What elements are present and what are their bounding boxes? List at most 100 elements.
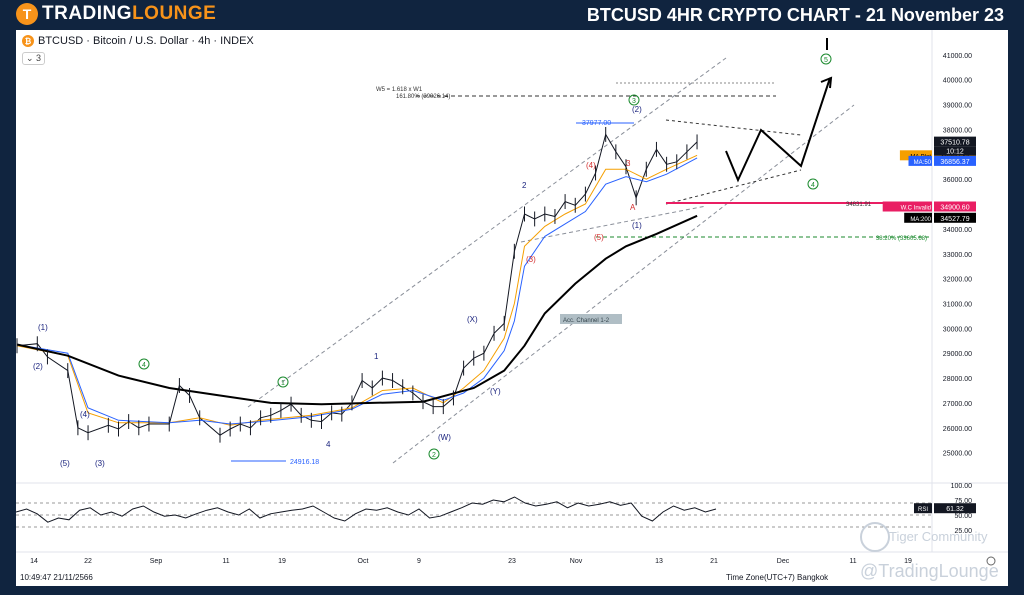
x-tick-label: 19 bbox=[904, 558, 912, 565]
y-tick-label: 32000.00 bbox=[943, 277, 972, 284]
collapse-count: 3 bbox=[36, 53, 42, 63]
ma-plot-tag-label-box bbox=[899, 150, 932, 161]
wave-label: 3 bbox=[626, 159, 631, 168]
chart-area[interactable]: 25000.00 26000.00 27000.00 28000.00 29000.00… bbox=[16, 30, 1008, 586]
tradinglounge-watermark: @TradingLounge bbox=[860, 561, 999, 581]
rsi-tick-label: 100.00 bbox=[951, 483, 973, 490]
wave-label: (4) bbox=[586, 161, 596, 170]
ma50-tag-value: 36856.37 bbox=[940, 159, 969, 166]
invalid-tag-value: 34900.60 bbox=[940, 205, 969, 212]
indicator-collapse-button[interactable]: ⌄ 3 bbox=[22, 52, 46, 65]
wave-label: (X) bbox=[467, 315, 478, 324]
price-chart[interactable]: 25000.00 26000.00 27000.00 28000.00 29000.00… bbox=[16, 30, 1008, 586]
high-marker-label: 37977.00 bbox=[582, 120, 611, 127]
wave-label: (5) bbox=[60, 459, 70, 468]
wave-circle-label: 5 bbox=[824, 57, 828, 64]
rsi-name: RSI bbox=[918, 507, 928, 513]
wave-label: (3) bbox=[95, 459, 105, 468]
y-tick-label: 25000.00 bbox=[943, 451, 972, 458]
triangle-lower-line bbox=[665, 169, 802, 205]
y-tick-label: 41000.00 bbox=[943, 53, 972, 60]
rsi-value-tag bbox=[934, 503, 976, 514]
triangle-line bbox=[520, 205, 707, 243]
x-tick-label: Dec bbox=[777, 558, 790, 565]
wave-circle-label: 2 bbox=[432, 452, 436, 459]
gear-icon bbox=[986, 556, 996, 566]
symbol-header: ₿ BTCUSD · Bitcoin / U.S. Dollar · 4h · … bbox=[22, 35, 254, 47]
triangle-upper-line bbox=[665, 119, 802, 136]
y-tick-label: 33000.00 bbox=[943, 252, 972, 259]
channel-line-lower bbox=[392, 104, 855, 464]
wave-label: (2) bbox=[33, 362, 43, 371]
ma50-tag bbox=[934, 155, 976, 166]
y-tick-label: 36000.00 bbox=[943, 177, 972, 184]
rsi-tick-label: 75.00 bbox=[954, 498, 972, 505]
x-tick-label: 14 bbox=[30, 558, 38, 565]
ma200-tag-label: MA:200 bbox=[910, 217, 931, 223]
footer-timestamp: 10:49:47 21/11/2566 bbox=[20, 573, 93, 582]
x-tick-label: Oct bbox=[358, 558, 369, 565]
invalid-tag bbox=[934, 201, 976, 212]
projection-arrow-icon bbox=[820, 76, 833, 89]
ma200-tag bbox=[934, 212, 976, 223]
rsi-tick-label: 50.00 bbox=[954, 513, 972, 520]
fib-target-value: 161.80% (39026.14) bbox=[396, 94, 450, 100]
footer-timezone: Time Zone(UTC+7) Bangkok bbox=[726, 573, 829, 582]
wave-label: 4 bbox=[326, 440, 331, 449]
rsi-line bbox=[16, 496, 717, 523]
channel-line-upper bbox=[247, 57, 727, 408]
tiger-community-logo-icon bbox=[860, 522, 890, 552]
wave-label: (W) bbox=[438, 433, 451, 442]
ma50-tag-label-box bbox=[908, 155, 932, 166]
y-tick-label: 38000.00 bbox=[943, 127, 972, 134]
wave-circle bbox=[628, 94, 640, 106]
wave-circle-label: 4 bbox=[811, 182, 815, 189]
rsi-name-box bbox=[914, 503, 932, 514]
ma-plot-line bbox=[16, 154, 698, 426]
wave-label: (1) bbox=[38, 323, 48, 332]
brand-logo: T TRADINGLOUNGE bbox=[16, 3, 216, 25]
wave-circle-label: 4 bbox=[142, 362, 146, 369]
wave-label: A bbox=[630, 203, 636, 212]
fib-target-annotation: W5 = 1.618 x W1 bbox=[376, 87, 423, 93]
ma50-line bbox=[16, 157, 698, 425]
x-tick-label: 11 bbox=[222, 558, 229, 565]
x-tick-label: 13 bbox=[655, 558, 663, 565]
y-tick-label: 34000.00 bbox=[943, 227, 972, 234]
ma200-line bbox=[16, 214, 698, 406]
wave-label: (4) bbox=[80, 410, 90, 419]
x-tick-label: 19 bbox=[278, 558, 286, 565]
x-tick-label: 23 bbox=[508, 558, 516, 565]
y-tick-label: 29000.00 bbox=[943, 351, 972, 358]
x-tick-label: 22 bbox=[84, 558, 92, 565]
y-tick-label: 40000.00 bbox=[943, 78, 972, 85]
countdown-tag bbox=[934, 146, 976, 156]
bitcoin-icon: ₿ bbox=[22, 35, 34, 47]
countdown-value: 10:12 bbox=[946, 149, 964, 156]
ma200-tag-value: 34527.79 bbox=[940, 216, 969, 223]
wave-circle-label: 1 bbox=[281, 380, 285, 387]
wave-label: 1 bbox=[374, 352, 379, 361]
channel-label: Acc. Channel 1-2 bbox=[563, 318, 610, 324]
fib-retrace-label: 38.20% (33605.68) bbox=[876, 236, 927, 242]
x-tick-label: 11 bbox=[849, 558, 856, 565]
invalid-tag-label-box bbox=[882, 201, 932, 212]
wave-circle bbox=[138, 358, 150, 370]
ma50-tag-label: MA:50 bbox=[914, 160, 932, 166]
wave-label: (3) bbox=[526, 255, 536, 264]
wave-label: (5) bbox=[594, 233, 604, 242]
wave-label: (Y) bbox=[490, 387, 501, 396]
wave-circle-label: 3 bbox=[632, 98, 636, 105]
x-tick-label: Sep bbox=[150, 558, 163, 565]
y-tick-label: 28000.00 bbox=[943, 376, 972, 383]
y-tick-label: 26000.00 bbox=[943, 426, 972, 433]
low-marker-label: 24916.18 bbox=[290, 459, 319, 466]
brand-name-part1: TRADING bbox=[42, 3, 133, 24]
wave-circle bbox=[807, 178, 819, 190]
tradinglounge-logo-icon: T bbox=[16, 3, 38, 25]
wave-projection-path bbox=[725, 77, 831, 183]
rsi-tick-label: 25.00 bbox=[954, 528, 972, 535]
invalid-tag-label: W.C Invalid bbox=[901, 206, 931, 212]
y-tick-label: 39000.00 bbox=[943, 103, 972, 110]
brand-name-part2: LOUNGE bbox=[132, 3, 217, 24]
